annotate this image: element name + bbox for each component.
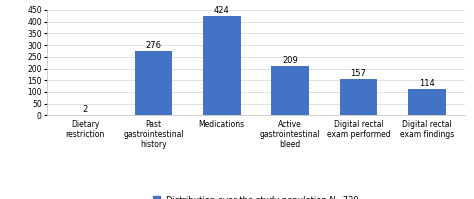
- Bar: [271, 66, 309, 115]
- Bar: [135, 51, 172, 115]
- Legend: Distribution over the study population N=729: Distribution over the study population N…: [153, 196, 359, 199]
- Text: 276: 276: [146, 41, 162, 50]
- Text: 2: 2: [82, 105, 88, 114]
- Text: 424: 424: [214, 6, 230, 15]
- Bar: [340, 79, 377, 115]
- Text: 114: 114: [419, 79, 435, 88]
- Text: 209: 209: [282, 57, 298, 65]
- Text: 157: 157: [350, 69, 366, 78]
- Bar: [408, 89, 446, 115]
- Bar: [203, 16, 241, 115]
